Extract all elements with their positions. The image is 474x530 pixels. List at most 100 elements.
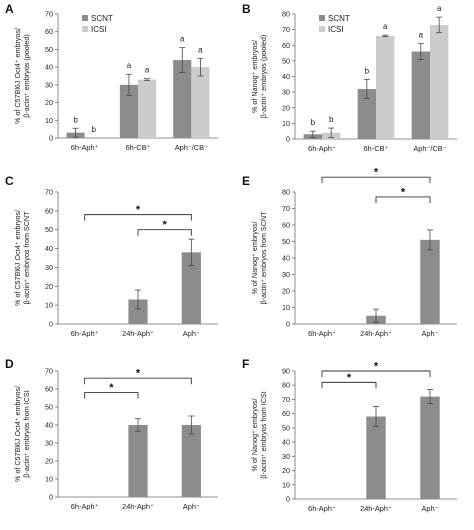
significance-letter: a [145, 66, 150, 75]
panel-letter: F [242, 357, 249, 371]
significance-bracket [137, 229, 192, 236]
y-tick-label: 50 [45, 225, 53, 234]
y-tick-label: 20 [282, 103, 290, 112]
legend-swatch [319, 26, 325, 32]
legend-label: ICSI [91, 25, 107, 34]
panel-letter: C [5, 174, 14, 188]
y-tick-label: 20 [45, 457, 53, 466]
y-tick-label: 10 [45, 116, 53, 125]
panel-f: F 0 10 20 30 40 50 60 70 80 90 % of Nanog⁺ embryos/… [237, 355, 474, 530]
y-tick-label: 70 [45, 367, 53, 376]
legend-swatch [82, 15, 88, 21]
panel-letter: A [5, 2, 14, 16]
x-tick-label: 24h-Aph⁺ [360, 329, 392, 338]
panel-letter: B [242, 2, 251, 16]
x-tick-label: 6h-Aph⁺ [308, 329, 336, 338]
y-tick-label: 40 [282, 254, 290, 263]
y-tick-label: 30 [45, 439, 53, 448]
significance-star: * [109, 382, 114, 394]
legend-label: SCNT [91, 14, 113, 23]
y-axis-label-line: β-actin⁺ embryos (pooled) [259, 35, 268, 118]
bar [191, 67, 210, 138]
bar [128, 299, 148, 324]
chart-a-svg: A 0 10 20 30 40 50 60 70 % of C57Bl6J Oct4⁺ embry… [5, 2, 218, 152]
x-tick-label: 6h-CB⁺ [364, 144, 389, 153]
y-tick-label: 80 [282, 10, 290, 19]
bar [128, 425, 148, 497]
significance-bracket [321, 370, 431, 377]
significance-star: * [374, 167, 379, 179]
x-tick-label: Aph⁻/CB⁻ [175, 143, 208, 152]
legend-swatch [82, 26, 88, 32]
y-axis-label: % of C57Bl6J Oct4⁺ embryos/β-actin⁺ embr… [13, 210, 31, 306]
significance-bracket [375, 196, 431, 203]
y-tick-label: 40 [45, 421, 53, 430]
y-tick-label: 60 [282, 221, 290, 230]
significance-star: * [347, 372, 352, 384]
y-axis-label-line: % of Nanog⁺ embryos/ [250, 399, 259, 472]
y-tick-label: 0 [49, 134, 53, 143]
panel-d: D 0 10 20 30 40 50 60 70 % of C57Bl6J Oct4⁺ embry… [0, 355, 237, 530]
significance-bracket [84, 214, 192, 221]
y-axis-label: % of Nanog⁺ embryos/β-actin⁺ embryos (po… [250, 35, 268, 118]
y-tick-label: 50 [45, 403, 53, 412]
chart-d-svg: D 0 10 20 30 40 50 60 70 % of C57Bl6J Oct4⁺ embry… [5, 357, 218, 511]
x-tick-label: 6h-Aph⁺ [71, 502, 99, 511]
bar [138, 79, 157, 138]
y-tick-label: 10 [282, 480, 290, 489]
significance-star: * [401, 186, 406, 198]
panel-c: C 0 10 20 30 40 50 60 70 % of C57Bl6J Oct4⁺ embry… [0, 172, 237, 355]
significance-bracket [84, 377, 192, 385]
y-tick-label: 0 [286, 495, 290, 504]
y-axis-label: % of Nanog⁺ embryos/β-actin⁺ embryos fro… [250, 211, 268, 305]
y-tick-label: 80 [282, 381, 290, 390]
chart-f-svg: F 0 10 20 30 40 50 60 70 80 90 % of Nanog⁺ embryos/… [242, 357, 457, 513]
y-tick-label: 70 [282, 395, 290, 404]
y-tick-label: 50 [282, 56, 290, 65]
y-tick-label: 60 [45, 385, 53, 394]
significance-bracket [321, 381, 377, 389]
y-axis-label-line: β-actin⁺ embryos from SCNT [259, 211, 268, 305]
panel-e: E 0 10 20 30 40 50 60 70 80 % of Nanog⁺ embryos/β-… [237, 167, 474, 355]
y-tick-label: 70 [45, 188, 53, 197]
y-tick-label: 60 [282, 41, 290, 50]
legend-label: ICSI [328, 25, 344, 34]
y-tick-label: 20 [45, 282, 53, 291]
y-axis-label-line: β-actin⁺ embryos from SCNT [22, 211, 31, 305]
x-tick-label: 6h-Aph⁺ [308, 144, 336, 153]
significance-letter: b [311, 118, 316, 127]
y-tick-label: 10 [282, 303, 290, 312]
significance-letter: b [73, 115, 78, 124]
legend-swatch [319, 15, 325, 21]
bar [181, 252, 201, 324]
significance-star: * [136, 204, 141, 216]
y-tick-label: 50 [282, 423, 290, 432]
y-tick-label: 30 [45, 263, 53, 272]
x-tick-label: 24h-Aph⁺ [122, 329, 154, 338]
y-tick-label: 90 [282, 367, 290, 376]
y-tick-label: 0 [49, 320, 53, 329]
x-tick-label: 6h-Aph⁺ [71, 143, 99, 152]
panel-b: B 0 10 20 30 40 50 60 70 80 % of Nanog⁺ embryos/β-… [237, 0, 474, 172]
y-tick-label: 20 [282, 287, 290, 296]
y-axis-label: % of C57Bl6J Oct4⁺ embryos/β-actin⁺ embr… [13, 28, 31, 124]
y-axis-label-line: % of C57Bl6J Oct4⁺ embryos/ [13, 386, 22, 482]
significance-bracket [84, 392, 139, 399]
x-tick-label: 24h-Aph⁺ [122, 502, 154, 511]
bar [430, 24, 449, 139]
significance-star: * [163, 219, 168, 231]
y-axis-label: % of C57Bl6J Oct4⁺ embryos/β-actin⁺ embr… [13, 386, 31, 482]
y-axis-label: % of Nanog⁺ embryos/β-actin⁺ embryos fro… [250, 391, 268, 478]
chart-e-svg: E 0 10 20 30 40 50 60 70 80 % of Nanog⁺ embryos/β-… [242, 167, 457, 338]
x-tick-label: Aph⁻ [183, 502, 200, 511]
y-axis-label-line: β-actin⁺ embryos from ICSI [259, 391, 268, 478]
significance-letter: a [383, 22, 388, 31]
y-tick-label: 60 [282, 409, 290, 418]
y-tick-label: 40 [282, 438, 290, 447]
x-tick-label: Aph⁻/CB⁻ [413, 144, 446, 153]
y-axis-label-line: % of Nanog⁺ embryos/ [250, 40, 259, 113]
bar [366, 416, 386, 499]
significance-letter: b [365, 67, 370, 76]
y-axis-label-line: % of C57Bl6J Oct4⁺ embryos/ [13, 210, 22, 306]
y-tick-label: 20 [282, 466, 290, 475]
